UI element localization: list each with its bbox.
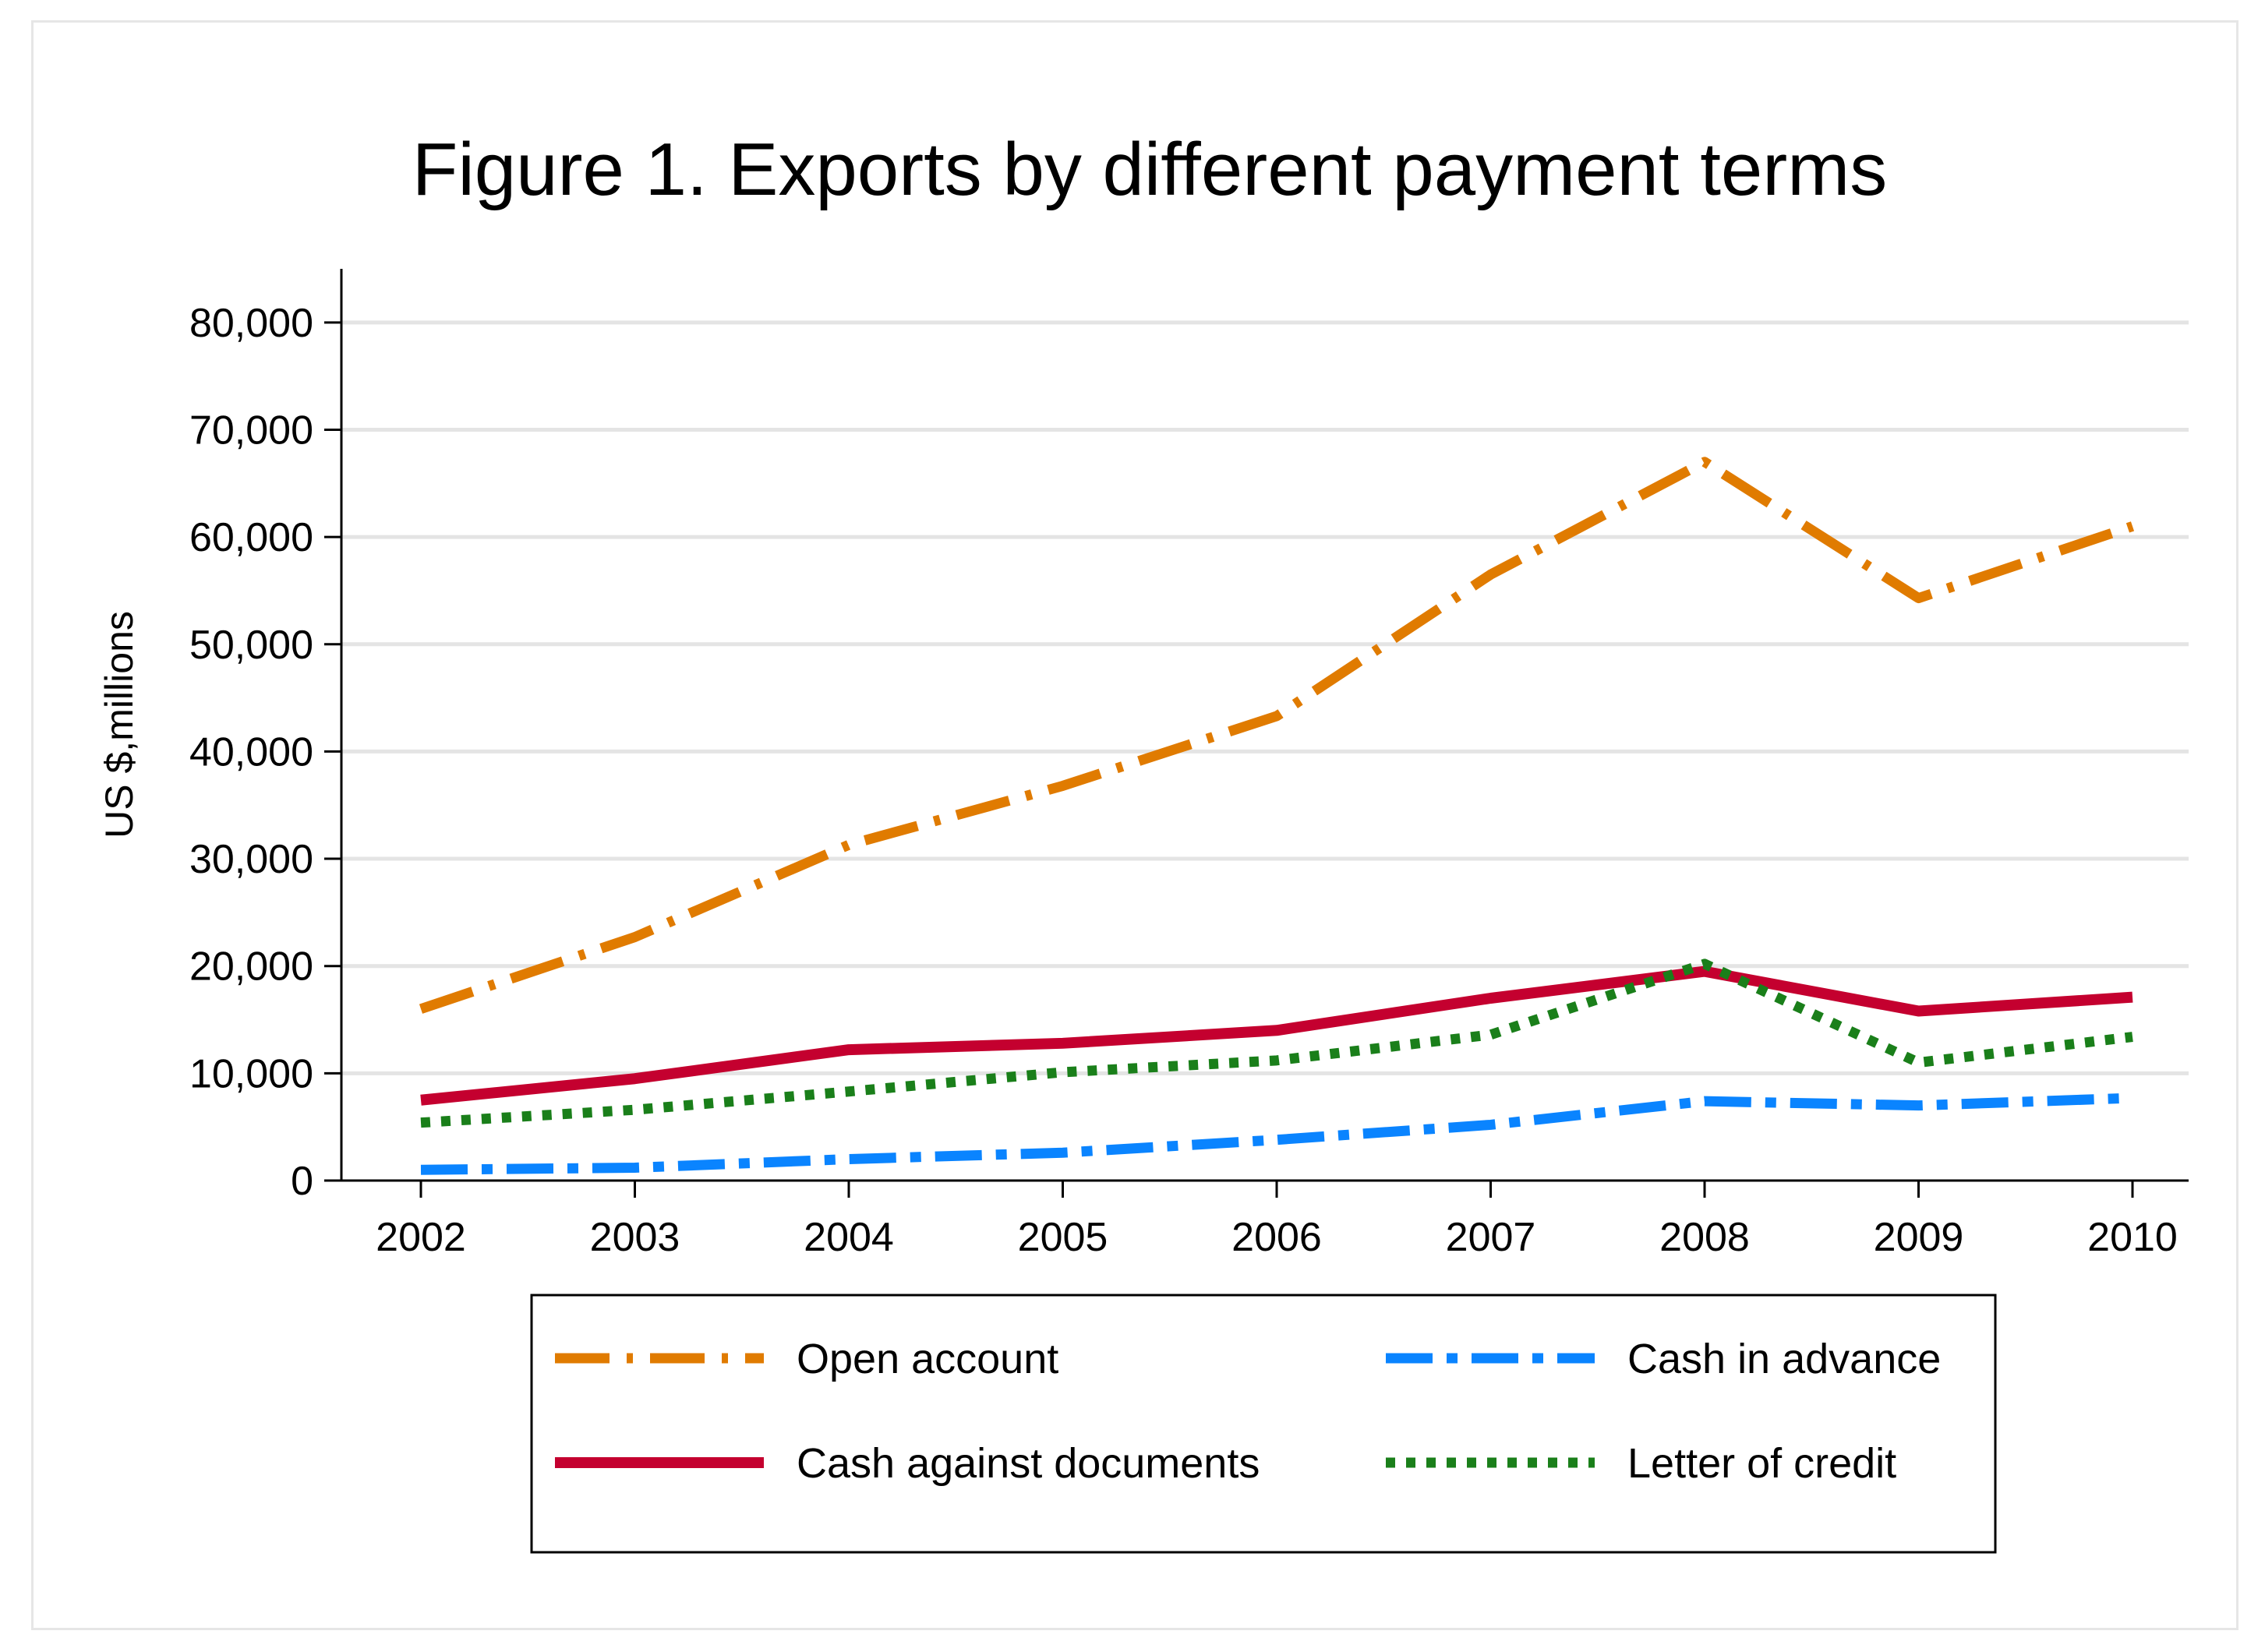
y-ticks: 0 10,000 20,000 30,000 40,000 50,000 60,000 70,… (189, 301, 341, 1204)
series-line-cash-against-documents (420, 965, 2133, 1106)
legend-box (530, 1294, 1997, 1554)
series-line-open-account (419, 457, 2135, 1014)
x-tick-label: 2005 (1018, 1215, 1108, 1260)
y-tick-label: 60,000 (189, 515, 313, 560)
x-tick-label: 2003 (590, 1215, 680, 1260)
y-axis-label: US $,millions (97, 611, 141, 838)
y-tick-label: 0 (291, 1159, 313, 1204)
legend-label: Cash in advance (1627, 1336, 1941, 1382)
x-tick-label: 2010 (2087, 1215, 2178, 1260)
x-ticks: 2002 2003 2004 2005 2006 2007 2008 2009 2010 (376, 1181, 2178, 1260)
y-tick-label: 50,000 (189, 623, 313, 668)
y-tick-label: 30,000 (189, 837, 313, 882)
series-line-cash-in-advance (420, 1093, 2133, 1175)
x-tick-label: 2004 (804, 1215, 894, 1260)
series-lines (419, 457, 2135, 1175)
x-tick-label: 2009 (1874, 1215, 1964, 1260)
y-tick-label: 10,000 (189, 1051, 313, 1096)
x-tick-label: 2008 (1659, 1215, 1750, 1260)
series-line-letter-of-credit (420, 958, 2133, 1128)
y-tick-label: 70,000 (189, 408, 313, 453)
x-tick-label: 2006 (1231, 1215, 1322, 1260)
x-tick-label: 2002 (376, 1215, 466, 1260)
legend-label: Cash against documents (797, 1440, 1260, 1487)
legend-label: Letter of credit (1627, 1440, 1896, 1487)
x-tick-label: 2007 (1446, 1215, 1536, 1260)
y-tick-label: 20,000 (189, 944, 313, 990)
y-tick-label: 40,000 (189, 729, 313, 775)
y-tick-label: 80,000 (189, 301, 313, 346)
chart-title: Figure 1. Exports by different payment t… (412, 128, 1887, 211)
legend-label: Open account (797, 1336, 1058, 1382)
legend: Open account Cash in advance Cash against … (555, 1336, 1941, 1487)
gridlines (341, 320, 2189, 1075)
